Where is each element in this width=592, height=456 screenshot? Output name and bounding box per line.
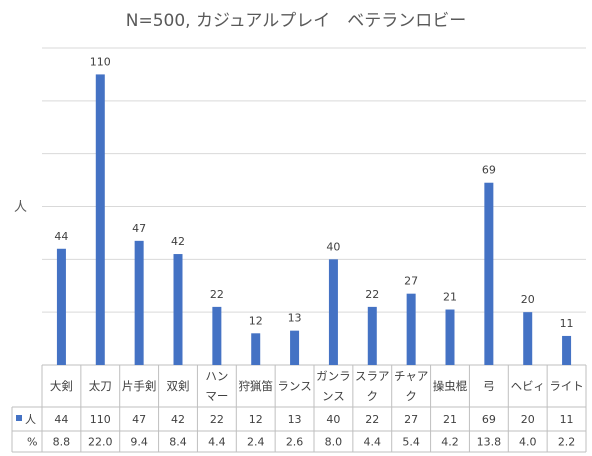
data-label: 69 [482,164,496,177]
bar [212,306,222,365]
bar [134,240,144,365]
table-cell: 69 [482,413,496,426]
bar [406,293,416,365]
data-label: 21 [443,291,457,304]
table-cell: 8.8 [53,436,71,449]
category-label: 双剣 [167,379,190,393]
table-cell: 13.8 [477,436,502,449]
table-cell: 2.6 [286,436,304,449]
data-label: 13 [288,312,302,325]
bar [95,74,105,366]
category-label: ク [405,389,417,403]
category-label: ライト [549,379,584,393]
table-cell: 4.2 [441,436,459,449]
table-cell: 11 [560,413,574,426]
bar [523,312,533,365]
table-cell: 4.0 [519,436,537,449]
chart-title: N=500, カジュアルプレイ ベテランロビー [125,11,467,31]
data-label: 12 [249,314,263,327]
category-label: 狩猟笛 [238,379,273,393]
table-row-header: 人 [25,413,36,426]
y-axis-label: 人 [14,200,28,215]
table-cell: 8.0 [325,436,343,449]
bar [290,330,300,365]
table-cell: 27 [404,413,418,426]
category-label: 操虫棍 [433,379,468,393]
table-cell: 110 [90,413,111,426]
table-cell: 4.4 [208,436,226,449]
category-label: チャア [394,369,428,383]
data-label: 22 [210,288,224,301]
category-label: ヘビィ [511,379,545,393]
data-label: 11 [560,317,574,330]
table-cell: 47 [132,413,146,426]
table-row-header: % [27,436,37,449]
table-cell: 4.4 [364,436,382,449]
data-label: 22 [365,288,379,301]
bar [484,182,494,365]
table-cell: 44 [54,413,68,426]
bar [367,306,377,365]
bar [562,335,572,365]
table-cell: 8.4 [169,436,187,449]
table-cell: 2.2 [558,436,576,449]
category-label: ク [367,389,379,403]
data-label: 47 [132,222,146,235]
bar [173,254,183,365]
table-cell: 20 [521,413,535,426]
bar [251,333,261,365]
category-label: 太刀 [89,379,112,393]
table-cell: 21 [443,413,457,426]
table-cell: 5.4 [402,436,420,449]
table-cell: 12 [249,413,263,426]
data-label: 42 [171,235,185,248]
data-label: 44 [54,230,68,243]
table-cell: 13 [288,413,302,426]
category-label: スラア [355,369,390,383]
legend-key [16,415,22,421]
category-label: マー [205,389,228,403]
table-cell: 40 [326,413,340,426]
table-cell: 22 [210,413,224,426]
category-label: ンス [322,389,345,403]
data-label: 20 [521,293,535,306]
table-cell: 22.0 [88,436,113,449]
category-label: ガンラ [316,369,351,383]
data-label: 110 [90,55,111,68]
table-cell: 22 [365,413,379,426]
data-label: 40 [326,240,340,253]
category-label: 片手剣 [122,379,157,393]
category-label: 弓 [483,379,495,393]
data-label: 27 [404,275,418,288]
table-cell: 42 [171,413,185,426]
category-label: 大剣 [50,379,73,393]
table-cell: 2.4 [247,436,265,449]
bar [56,248,66,365]
category-label: ランス [277,379,311,393]
bar [445,309,455,365]
bar [328,259,338,365]
table-cell: 9.4 [130,436,148,449]
category-label: ハン [205,369,228,383]
